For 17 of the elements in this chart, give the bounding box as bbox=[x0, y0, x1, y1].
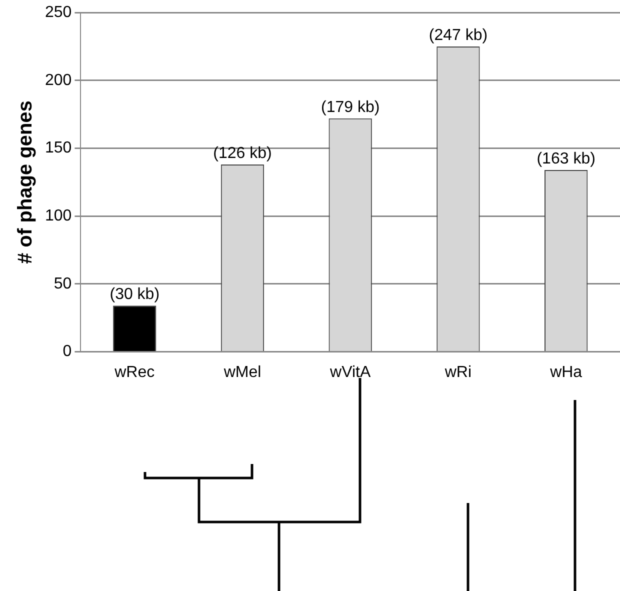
x-tick-label: wHa bbox=[549, 364, 582, 381]
annotation: (126 kb) bbox=[213, 144, 272, 162]
annotation: (179 kb) bbox=[320, 98, 380, 116]
y-axis-title: # of phage genes bbox=[14, 100, 37, 264]
y-tick-label: 100 bbox=[44, 208, 72, 225]
y-tick-label: 250 bbox=[44, 4, 72, 22]
annotation: (247 kb) bbox=[428, 26, 488, 44]
y-tick-label: 200 bbox=[44, 72, 72, 89]
y-tick-label: 150 bbox=[44, 140, 72, 157]
x-tick-label: wVitA bbox=[329, 364, 371, 381]
annotation: (30 kb) bbox=[110, 286, 160, 304]
x-tick-label: wRi bbox=[444, 364, 472, 381]
y-tick-label: 50 bbox=[54, 275, 72, 292]
x-tick-label: wRec bbox=[114, 364, 155, 381]
x-tick-label: wMel bbox=[222, 364, 262, 381]
annotation: (163 kb) bbox=[536, 150, 596, 168]
y-tick-label: 0 bbox=[62, 343, 72, 360]
